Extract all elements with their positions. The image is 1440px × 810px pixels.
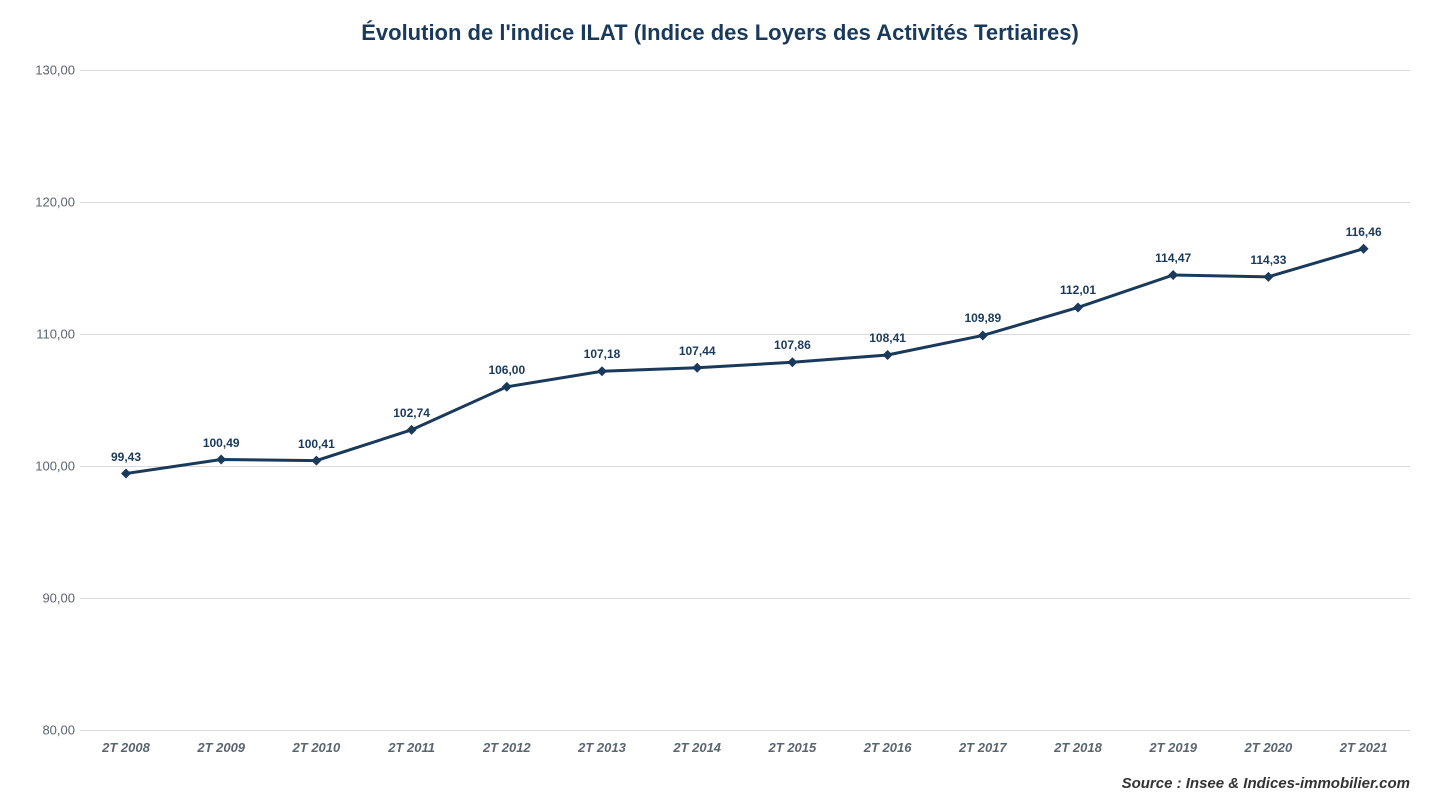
x-axis-tick: 2T 2013 — [578, 740, 626, 755]
plot-area: 80,0090,00100,00110,00120,00130,002T 200… — [80, 70, 1410, 730]
data-label: 100,41 — [298, 437, 335, 451]
data-marker — [1359, 244, 1369, 254]
data-label: 112,01 — [1060, 283, 1096, 297]
data-marker — [787, 357, 797, 367]
x-axis-tick: 2T 2010 — [293, 740, 341, 755]
x-axis-tick: 2T 2014 — [673, 740, 721, 755]
data-marker — [597, 366, 607, 376]
x-axis-tick: 2T 2008 — [102, 740, 150, 755]
x-axis-tick: 2T 2016 — [864, 740, 912, 755]
data-label: 107,18 — [584, 347, 621, 361]
data-label: 116,46 — [1346, 225, 1382, 239]
data-marker — [1168, 270, 1178, 280]
data-marker — [1263, 272, 1273, 282]
x-axis-tick: 2T 2017 — [959, 740, 1007, 755]
y-axis-tick: 80,00 — [20, 723, 75, 738]
y-axis-tick: 130,00 — [20, 63, 75, 78]
y-axis-tick: 90,00 — [20, 591, 75, 606]
x-axis-tick: 2T 2012 — [483, 740, 531, 755]
x-axis-tick: 2T 2011 — [388, 740, 435, 755]
source-text: Source : Insee & Indices-immobilier.com — [1122, 775, 1410, 792]
x-axis-tick: 2T 2019 — [1149, 740, 1197, 755]
data-marker — [978, 330, 988, 340]
y-axis-tick: 110,00 — [20, 327, 75, 342]
data-marker — [311, 456, 321, 466]
data-label: 114,33 — [1250, 253, 1286, 267]
data-label: 100,49 — [203, 436, 240, 450]
data-marker — [121, 469, 131, 479]
data-label: 114,47 — [1155, 251, 1191, 265]
data-marker — [883, 350, 893, 360]
data-label: 107,44 — [679, 344, 716, 358]
x-axis-tick: 2T 2020 — [1245, 740, 1293, 755]
data-marker — [1073, 302, 1083, 312]
data-marker — [407, 425, 417, 435]
y-axis-tick: 120,00 — [20, 195, 75, 210]
x-axis-tick: 2T 2015 — [769, 740, 817, 755]
y-axis-tick: 100,00 — [20, 459, 75, 474]
x-axis-tick: 2T 2018 — [1054, 740, 1102, 755]
data-label: 99,43 — [111, 450, 141, 464]
gridline — [80, 730, 1410, 731]
data-marker — [502, 382, 512, 392]
x-axis-tick: 2T 2021 — [1340, 740, 1388, 755]
data-marker — [692, 363, 702, 373]
data-marker — [216, 455, 226, 465]
line-series — [80, 70, 1410, 730]
data-label: 107,86 — [774, 338, 811, 352]
data-label: 109,89 — [964, 311, 1001, 325]
data-label: 108,41 — [869, 331, 906, 345]
data-label: 102,74 — [393, 406, 430, 420]
data-label: 106,00 — [488, 363, 525, 377]
chart-title: Évolution de l'indice ILAT (Indice des L… — [0, 20, 1440, 46]
x-axis-tick: 2T 2009 — [197, 740, 245, 755]
chart-container: Évolution de l'indice ILAT (Indice des L… — [0, 0, 1440, 810]
